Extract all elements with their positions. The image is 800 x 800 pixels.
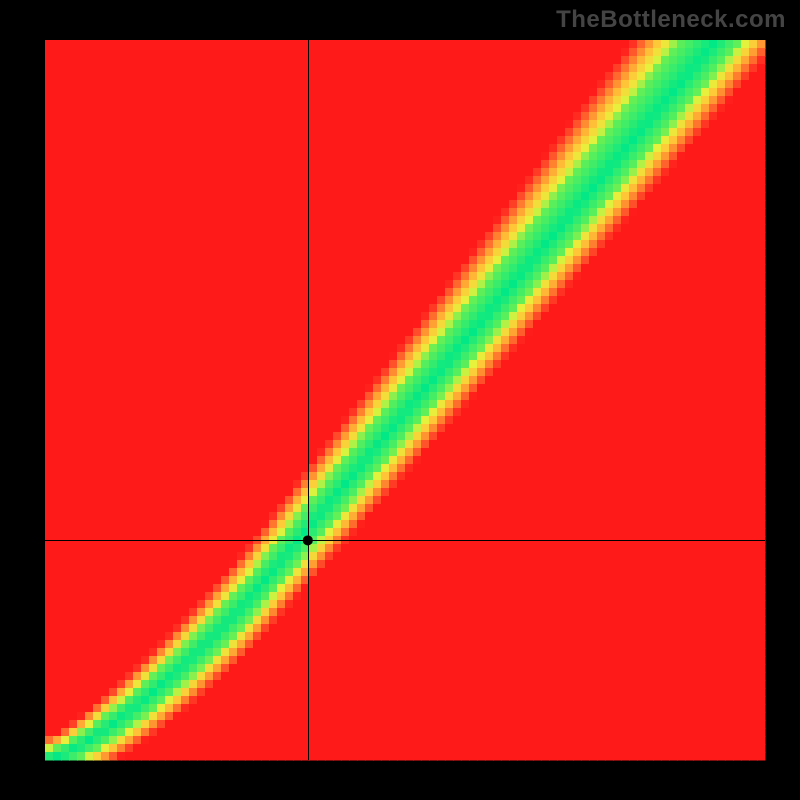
watermark-text: TheBottleneck.com <box>556 6 786 34</box>
bottleneck-heatmap-canvas <box>0 0 800 800</box>
chart-stage: { "watermark": { "text": "TheBottleneck.… <box>0 0 800 800</box>
